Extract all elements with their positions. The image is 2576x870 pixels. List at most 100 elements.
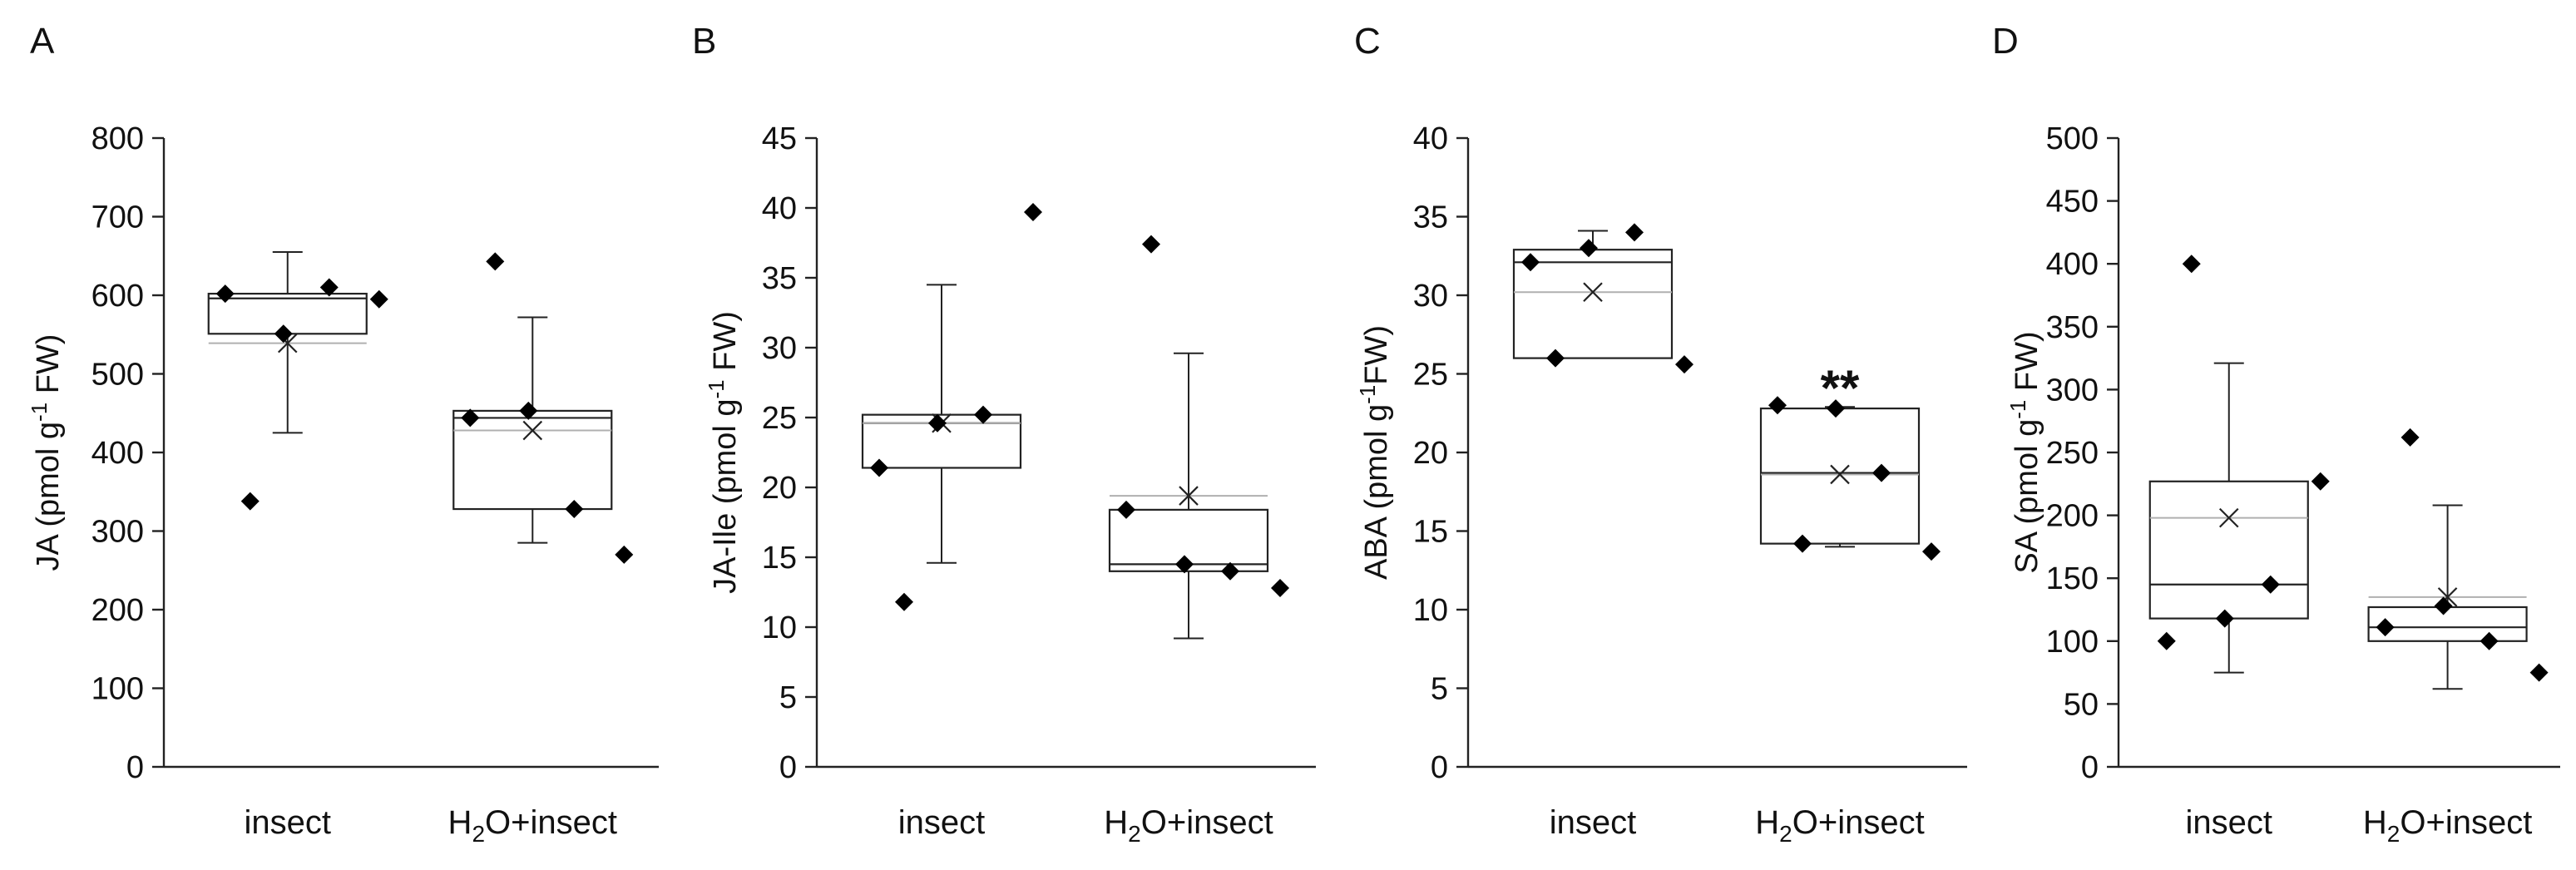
y-axis-label-sup: -1 <box>2005 400 2030 419</box>
category-label: H2O+insect <box>1755 804 1924 847</box>
y-tick-label: 250 <box>2046 436 2099 471</box>
y-tick-label: 150 <box>2046 561 2099 596</box>
panel-B: B 0 5 10 15 20 25 30 35 40 45 JA-Ile (pmol g-1 FW) i… <box>692 21 1316 847</box>
group-h2o-insect <box>2367 428 2549 690</box>
data-point <box>1872 463 1891 482</box>
data-point <box>1271 578 1289 597</box>
y-tick-label: 15 <box>762 541 797 576</box>
data-point <box>2182 255 2201 274</box>
y-axis-label-unit: FW) <box>31 334 66 403</box>
y-tick-label: 10 <box>1413 593 1448 628</box>
category-label-part: O+insect <box>485 804 617 841</box>
data-point <box>2480 631 2499 650</box>
y-axis-label-sup: -1 <box>27 403 52 422</box>
y-axis-label-unit: FW) <box>1359 325 1394 385</box>
mean-marker <box>2218 507 2239 528</box>
y-tick-label: 200 <box>2046 499 2099 534</box>
category-label-part: H <box>1755 804 1779 841</box>
y-axis-label-unit: FW) <box>708 311 743 379</box>
box <box>2367 606 2528 642</box>
category-label-part: H <box>2363 804 2387 841</box>
data-point <box>2434 596 2453 615</box>
y-tick-label: 450 <box>2046 185 2099 220</box>
panel-A: A 0 100 200 300 400 500 600 700 800 JA (pmol g-1 F… <box>27 21 659 847</box>
data-point <box>369 289 388 309</box>
box <box>2148 480 2309 620</box>
y-tick-label: 100 <box>91 672 144 707</box>
y-tick-label: 5 <box>779 680 797 715</box>
data-point <box>215 284 235 304</box>
panel-letter: B <box>692 21 716 62</box>
y-tick-label: 300 <box>2046 373 2099 408</box>
y-axis-label: SA (pmol g-1 FW) <box>2005 331 2044 573</box>
category-label-part: O+insect <box>1141 804 1273 841</box>
group-insect <box>1512 223 1693 374</box>
y-tick-label: 5 <box>1431 672 1448 707</box>
y-tick-label: 30 <box>762 331 797 366</box>
y-axis-label-sup: -1 <box>1355 385 1380 404</box>
y-tick-label: 15 <box>1413 515 1448 550</box>
y-tick-label: 40 <box>1413 121 1448 156</box>
category-label-part: O+insect <box>1792 804 1925 841</box>
y-tick-label: 300 <box>91 515 144 550</box>
data-point <box>1922 542 1941 561</box>
y-tick-label: 20 <box>762 471 797 506</box>
data-point <box>1793 534 1812 553</box>
data-point <box>870 458 888 477</box>
y-tick-label: 10 <box>762 610 797 645</box>
y-tick-label: 50 <box>2064 687 2099 722</box>
y-tick-label: 25 <box>762 401 797 436</box>
category-label-part: H <box>1104 804 1128 841</box>
data-point <box>1117 500 1135 519</box>
y-tick-label: 200 <box>91 593 144 628</box>
panel-letter: C <box>1354 21 1381 62</box>
data-point <box>1768 396 1787 415</box>
category-label-part: H <box>448 804 472 841</box>
y-tick-label: 35 <box>1413 200 1448 235</box>
category-label: H2O+insect <box>448 804 617 847</box>
data-point <box>1521 253 1540 272</box>
data-point <box>2311 472 2330 491</box>
group-h2o-insect <box>1759 396 1941 561</box>
y-tick-label: 400 <box>91 436 144 471</box>
mean-marker <box>1179 486 1199 506</box>
group-insect <box>2148 255 2330 674</box>
data-point <box>319 278 339 297</box>
mean-marker <box>522 420 543 441</box>
y-tick-label: 700 <box>91 200 144 235</box>
y-tick-label: 40 <box>762 191 797 226</box>
panel-C: C 0 5 10 15 20 25 30 35 40 ABA (pmol g-1FW) insect H… <box>1354 21 1967 847</box>
data-point <box>1221 561 1239 581</box>
panel-D: D 0 50 100 150 200 250 300 350 400 450 500 SA (pmol … <box>1992 21 2560 847</box>
y-tick-label: 30 <box>1413 279 1448 314</box>
data-point <box>928 413 947 433</box>
category-label-sub: 2 <box>1128 821 1141 847</box>
panel-letter: A <box>30 21 55 62</box>
category-label-part: O+insect <box>2400 804 2532 841</box>
data-point <box>974 405 992 424</box>
y-axis-label: JA-Ile (pmol g-1 FW) <box>704 311 743 594</box>
data-point <box>2529 663 2549 682</box>
data-point <box>1580 239 1598 258</box>
group-h2o-insect <box>452 252 634 564</box>
category-label: H2O+insect <box>2363 804 2532 847</box>
data-point <box>274 324 293 344</box>
y-tick-label: 0 <box>126 750 144 785</box>
y-axis-label-main: ABA (pmol g <box>1359 404 1394 580</box>
box <box>452 409 613 511</box>
category-label-sub: 2 <box>2387 821 2400 847</box>
y-tick-label: 35 <box>762 261 797 296</box>
data-point <box>1142 235 1160 254</box>
y-axis-label-main: JA (pmol g <box>31 422 66 571</box>
data-point <box>1675 355 1693 374</box>
y-tick-label: 45 <box>762 121 797 156</box>
y-tick-label: 600 <box>91 279 144 314</box>
box <box>207 293 368 335</box>
y-tick-label: 350 <box>2046 310 2099 345</box>
category-label: insect <box>2186 804 2273 841</box>
panel-letter: D <box>1992 21 2019 62</box>
data-point <box>486 252 505 271</box>
y-axis-label-main: SA (pmol g <box>2010 419 2044 574</box>
y-tick-label: 100 <box>2046 625 2099 660</box>
